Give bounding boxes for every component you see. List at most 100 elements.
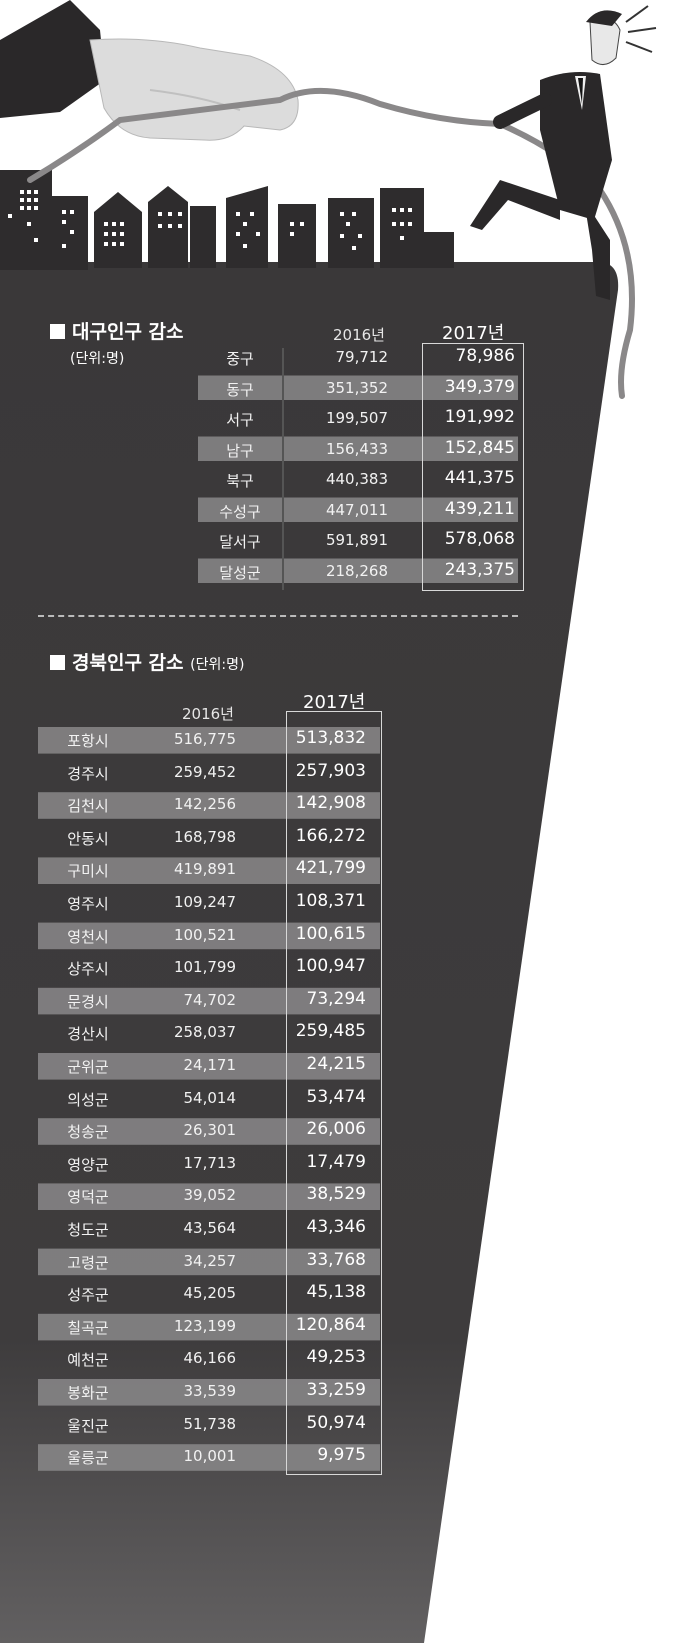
table-row: 영덕군 39,052 38,529: [0, 1182, 600, 1208]
businessman: [470, 5, 657, 300]
value-2017: 78,986: [455, 346, 515, 366]
value-2016: 516,775: [173, 730, 236, 748]
table-row: 봉화군 33,539 33,259: [0, 1378, 600, 1404]
table-row: 북구 440,383 441,375: [0, 466, 600, 492]
value-2016: 34,257: [183, 1251, 237, 1270]
table-row: 안동시 168,798 166,272: [0, 824, 600, 850]
region-name: 문경시: [67, 992, 109, 1011]
region-name: 서구: [226, 411, 254, 429]
value-2017: 191,992: [444, 407, 515, 427]
value-2017: 24,215: [306, 1054, 366, 1074]
value-2016: 24,171: [183, 1056, 237, 1074]
value-2017: 49,253: [306, 1347, 366, 1368]
table-row: 청송군 26,301 26,006: [0, 1117, 600, 1143]
region-name: 달서구: [219, 533, 261, 551]
daegu-title-text: 대구인구 감소: [72, 321, 184, 343]
table-row: 칠곡군 123,199 120,864: [0, 1313, 600, 1339]
region-name: 김천시: [67, 797, 109, 816]
value-2017: 421,799: [295, 858, 366, 879]
value-2017: 441,375: [444, 468, 515, 488]
value-2017: 439,211: [444, 498, 515, 519]
region-name: 청도군: [67, 1221, 109, 1239]
table-row: 영양군 17,713 17,479: [0, 1150, 600, 1176]
row-stripe: [38, 922, 380, 950]
region-name: 구미시: [67, 862, 109, 881]
region-name: 영천시: [67, 927, 109, 946]
row-stripe: [38, 1183, 380, 1210]
daegu-header-2016: 2016년: [333, 326, 385, 344]
gyeongbuk-title: 경북인구 감소 (단위:명): [50, 648, 244, 675]
square-bullet-icon: [50, 655, 65, 670]
table-row: 의성군 54,014 53,474: [0, 1085, 600, 1111]
row-stripe: [38, 1444, 380, 1471]
daegu-title: 대구인구 감소: [50, 317, 184, 344]
row-stripe: [198, 497, 518, 522]
table-row: 수성구 447,011 439,211: [0, 497, 600, 523]
value-2017: 53,474: [306, 1086, 366, 1107]
gyeongbuk-title-text: 경북인구 감소: [72, 652, 184, 674]
region-name: 달성군: [219, 563, 261, 582]
value-2017: 26,006: [306, 1119, 366, 1140]
region-name: 고령군: [67, 1253, 109, 1272]
gyeongbuk-2017-highlight-box: [286, 711, 382, 1475]
table-row: 경산시 258,037 259,485: [0, 1019, 600, 1045]
table-row: 청도군 43,564 43,346: [0, 1215, 600, 1241]
value-2016: 33,539: [183, 1382, 237, 1400]
value-2016: 447,011: [325, 500, 388, 519]
row-stripe: [38, 857, 380, 884]
value-2016: 199,507: [325, 409, 388, 427]
table-row: 영주시 109,247 108,371: [0, 889, 600, 915]
region-name: 수성구: [219, 502, 261, 521]
value-2017: 152,845: [444, 437, 515, 458]
region-name: 안동시: [67, 829, 109, 848]
value-2016: 259,452: [173, 762, 236, 781]
table-row: 포항시 516,775 513,832: [0, 726, 600, 752]
value-2017: 578,068: [444, 529, 515, 549]
row-stripe: [198, 558, 518, 583]
region-name: 예천군: [67, 1351, 109, 1370]
daegu-header-2017: 2017년: [442, 323, 505, 344]
skyline-windows: [8, 190, 412, 250]
value-2016: 26,301: [183, 1121, 237, 1140]
square-bullet-icon: [50, 324, 65, 339]
value-2016: 109,247: [173, 893, 236, 911]
value-2017: 166,272: [295, 825, 366, 846]
value-2016: 440,383: [325, 470, 388, 488]
region-name: 울릉군: [67, 1449, 109, 1468]
row-stripe: [198, 375, 518, 400]
value-2016: 156,433: [325, 439, 388, 458]
value-2017: 45,138: [306, 1282, 366, 1303]
row-stripe: [38, 1313, 380, 1341]
dark-panel: [0, 262, 619, 1643]
value-2016: 74,702: [183, 990, 237, 1009]
table-row: 문경시 74,702 73,294: [0, 987, 600, 1013]
value-2016: 10,001: [183, 1447, 237, 1466]
table-row: 예천군 46,166 49,253: [0, 1345, 600, 1371]
value-2017: 120,864: [295, 1314, 366, 1335]
table-row: 경주시 259,452 257,903: [0, 759, 600, 785]
table-row: 달서구 591,891 578,068: [0, 527, 600, 553]
row-stripe: [38, 987, 380, 1015]
value-2017: 108,371: [295, 891, 366, 911]
value-2017: 100,947: [295, 956, 366, 977]
value-2016: 46,166: [183, 1349, 237, 1368]
table-row: 고령군 34,257 33,768: [0, 1248, 600, 1274]
rope: [27, 87, 635, 399]
value-2017: 33,768: [306, 1249, 366, 1270]
value-2016: 123,199: [173, 1316, 236, 1335]
table-row: 상주시 101,799 100,947: [0, 954, 600, 980]
value-2017: 513,832: [295, 728, 366, 748]
table-row: 서구 199,507 191,992: [0, 405, 600, 431]
value-2017: 38,529: [306, 1184, 366, 1205]
value-2016: 419,891: [173, 860, 236, 879]
value-2017: 142,908: [295, 793, 366, 814]
value-2016: 43,564: [183, 1219, 237, 1237]
region-name: 군위군: [67, 1058, 109, 1076]
region-name: 봉화군: [67, 1384, 109, 1402]
value-2016: 54,014: [183, 1088, 237, 1107]
value-2017: 43,346: [306, 1217, 366, 1237]
row-stripe: [38, 727, 380, 754]
gyeongbuk-unit: (단위:명): [190, 657, 245, 673]
table-row: 울릉군 10,001 9,975: [0, 1443, 600, 1469]
row-stripe: [38, 1248, 380, 1276]
